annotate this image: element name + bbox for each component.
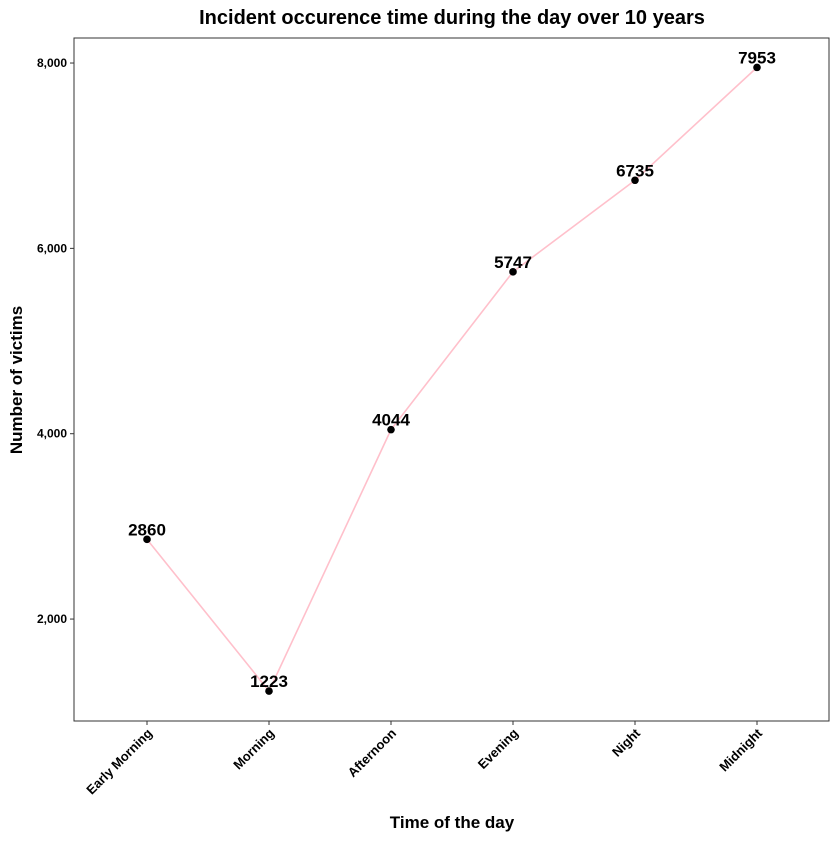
x-tick-label: Midnight xyxy=(716,725,765,774)
data-label: 6735 xyxy=(616,161,654,180)
x-tick-label: Morning xyxy=(230,725,277,772)
plot-panel xyxy=(73,37,830,722)
series-line xyxy=(146,66,758,693)
data-point xyxy=(753,63,761,72)
data-label: 1223 xyxy=(250,672,288,691)
series-layer xyxy=(143,63,761,695)
data-labels-layer: 2860 1223 4044 5747 6735 7953 xyxy=(128,48,776,691)
x-axis-label: Time of the day xyxy=(390,813,515,832)
data-label: 2860 xyxy=(128,520,166,539)
chart-title: Incident occurence time during the day o… xyxy=(199,7,705,29)
x-tick-label: Afternoon xyxy=(345,725,400,780)
x-axis: Early Morning Morning Afternoon Evening Nigh… xyxy=(83,721,766,797)
y-tick-label: 2,000 xyxy=(37,612,67,626)
data-label: 5747 xyxy=(494,253,532,272)
x-tick-label: Night xyxy=(609,725,644,760)
y-axis-label: Number of victims xyxy=(7,306,26,454)
y-tick-label: 8,000 xyxy=(37,56,67,70)
data-point xyxy=(143,535,151,544)
x-tick-label: Early Morning xyxy=(83,725,155,797)
data-point xyxy=(265,687,273,695)
data-point xyxy=(631,176,639,185)
y-tick-label: 6,000 xyxy=(37,241,67,255)
y-tick-label: 4,000 xyxy=(37,427,67,441)
data-point xyxy=(387,425,395,434)
y-axis: 2,000 4,000 6,000 8,000 xyxy=(37,56,74,626)
data-point xyxy=(509,268,517,276)
data-label: 7953 xyxy=(738,48,776,67)
x-tick-label: Evening xyxy=(475,725,521,771)
data-label: 4044 xyxy=(372,411,410,430)
